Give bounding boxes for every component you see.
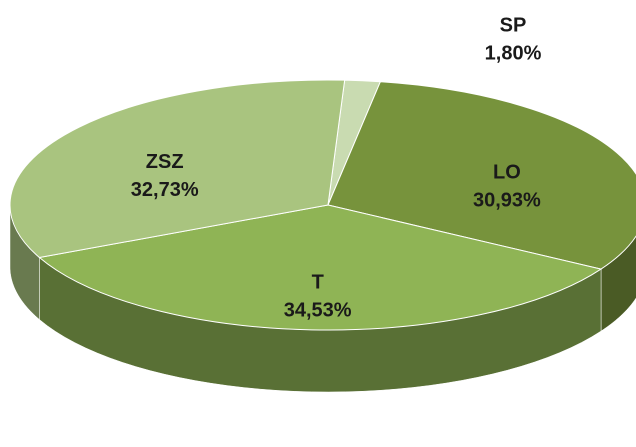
slice-label: ZSZ [146,151,184,173]
slice-value-label: 34,53% [284,300,352,322]
slice-label: T [312,272,324,294]
pie-slice [9,79,346,259]
slice-label: SP [500,14,527,36]
slice-value-label: 1,80% [485,42,542,64]
slice-value-label: 30,93% [473,190,541,212]
slice-value-label: 32,73% [131,179,199,201]
slice-label: LO [493,162,521,184]
pie-slice [327,81,636,270]
pie-slice [38,204,603,331]
